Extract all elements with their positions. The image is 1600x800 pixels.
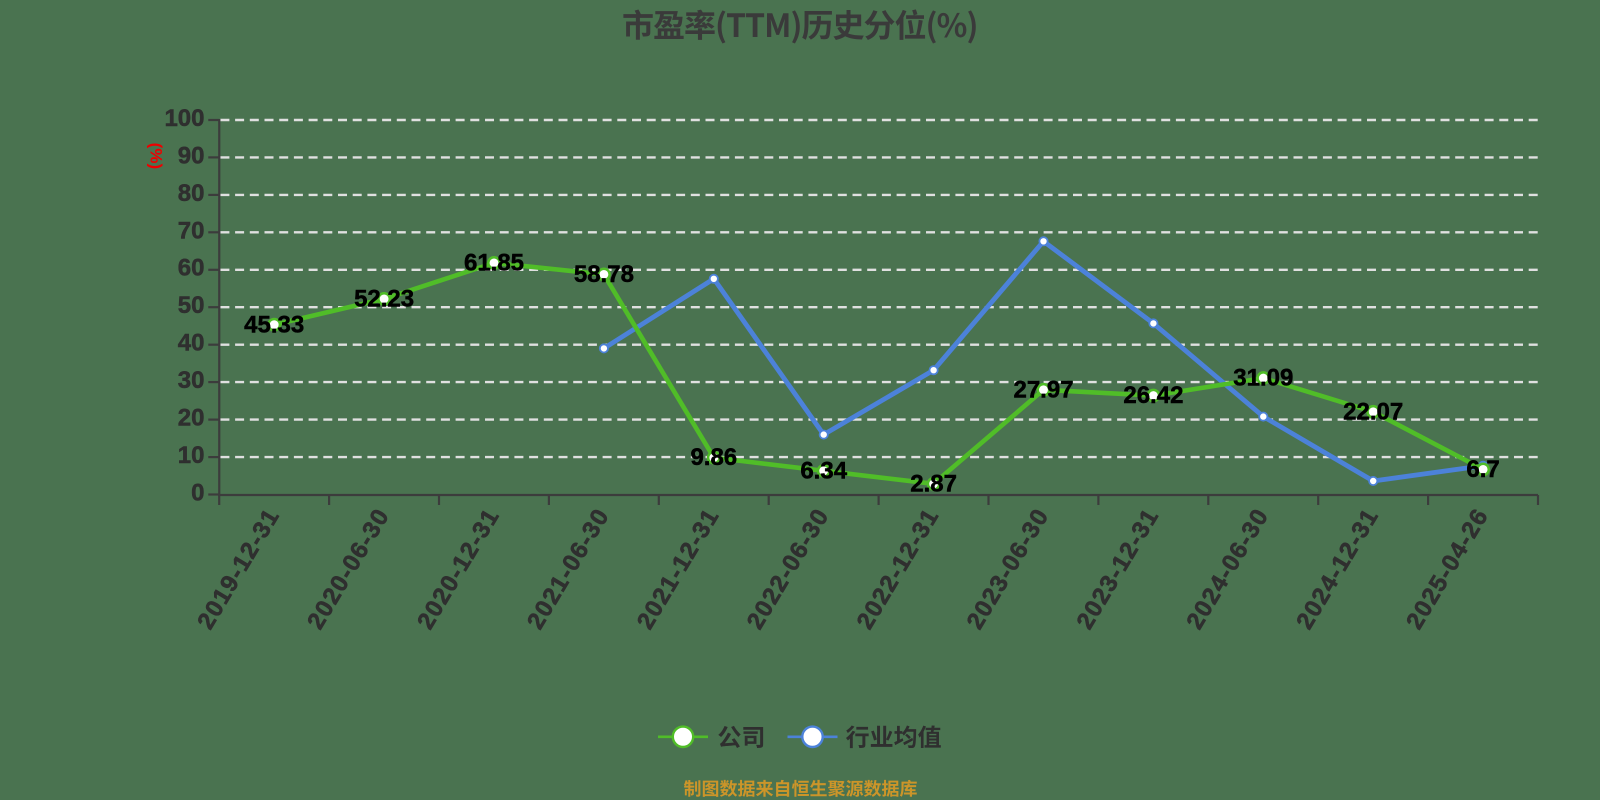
svg-text:22.07: 22.07 (1343, 399, 1403, 426)
svg-text:27.97: 27.97 (1013, 376, 1073, 403)
svg-text:0: 0 (191, 479, 204, 506)
svg-text:2.87: 2.87 (910, 470, 957, 497)
svg-text:52.23: 52.23 (354, 286, 414, 313)
svg-text:61.85: 61.85 (464, 250, 524, 277)
svg-text:45.33: 45.33 (244, 311, 304, 338)
svg-text:60: 60 (178, 255, 205, 282)
svg-text:50: 50 (178, 292, 205, 319)
svg-text:58.78: 58.78 (574, 261, 634, 288)
svg-text:(%): (%) (146, 143, 165, 169)
svg-text:80: 80 (178, 180, 205, 207)
svg-text:30: 30 (178, 367, 205, 394)
svg-text:31.09: 31.09 (1233, 365, 1293, 392)
svg-text:9.86: 9.86 (690, 444, 737, 471)
svg-text:6.7: 6.7 (1466, 456, 1499, 483)
svg-text:40: 40 (178, 330, 205, 357)
svg-text:26.42: 26.42 (1123, 382, 1183, 409)
svg-text:6.34: 6.34 (800, 457, 847, 484)
svg-text:10: 10 (178, 442, 205, 469)
svg-text:90: 90 (178, 142, 205, 169)
svg-text:70: 70 (178, 217, 205, 244)
svg-text:20: 20 (178, 405, 205, 432)
svg-text:100: 100 (164, 105, 204, 132)
